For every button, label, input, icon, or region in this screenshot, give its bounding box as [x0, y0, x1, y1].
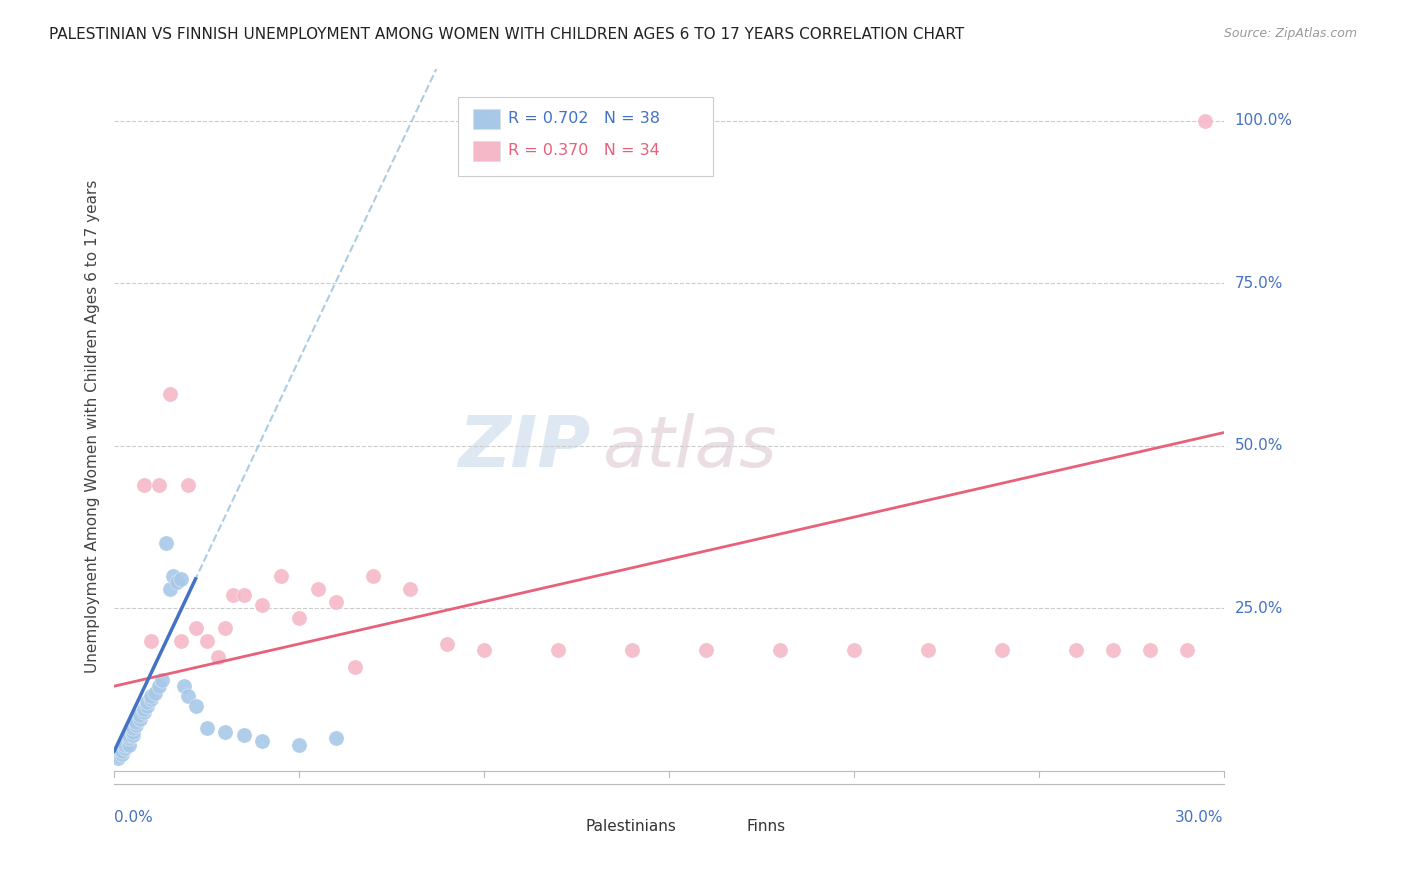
Point [232, 588, 254, 602]
Point [177, 477, 200, 491]
Point [232, 728, 254, 742]
FancyBboxPatch shape [558, 817, 581, 836]
Point [695, 643, 717, 657]
Point [162, 568, 184, 582]
Point [288, 611, 311, 625]
Point [129, 712, 152, 726]
Point [325, 594, 347, 608]
Point [343, 659, 366, 673]
Text: atlas: atlas [602, 413, 778, 482]
Point [991, 643, 1014, 657]
Point [177, 689, 200, 703]
Point [195, 633, 218, 648]
Point [184, 621, 207, 635]
Point [141, 692, 163, 706]
Text: 30.0%: 30.0% [1175, 810, 1223, 825]
Text: Palestinians: Palestinians [586, 819, 676, 834]
Point [159, 386, 181, 401]
FancyBboxPatch shape [458, 97, 713, 176]
Point [173, 679, 195, 693]
Point [399, 582, 422, 596]
Text: ZIP: ZIP [458, 413, 592, 482]
Point [270, 568, 292, 582]
Text: 75.0%: 75.0% [1234, 276, 1284, 291]
Point [155, 536, 177, 550]
Text: Source: ZipAtlas.com: Source: ZipAtlas.com [1223, 27, 1357, 40]
Point [842, 643, 865, 657]
Point [1175, 643, 1198, 657]
Point [141, 633, 163, 648]
Point [150, 673, 173, 687]
Text: 100.0%: 100.0% [1234, 113, 1292, 128]
Text: PALESTINIAN VS FINNISH UNEMPLOYMENT AMONG WOMEN WITH CHILDREN AGES 6 TO 17 YEARS: PALESTINIAN VS FINNISH UNEMPLOYMENT AMON… [49, 27, 965, 42]
Point [195, 722, 218, 736]
Point [143, 686, 166, 700]
Point [250, 598, 273, 612]
Point [121, 722, 143, 736]
Text: 25.0%: 25.0% [1234, 600, 1284, 615]
Point [917, 643, 939, 657]
Point [132, 477, 155, 491]
Point [125, 718, 148, 732]
Point [125, 714, 148, 729]
Text: R = 0.370   N = 34: R = 0.370 N = 34 [508, 144, 659, 158]
Text: 50.0%: 50.0% [1234, 438, 1284, 453]
Point [325, 731, 347, 746]
Point [472, 643, 495, 657]
Point [288, 738, 311, 752]
Point [1064, 643, 1087, 657]
FancyBboxPatch shape [472, 109, 501, 128]
Point [159, 582, 181, 596]
Point [214, 724, 236, 739]
Point [136, 695, 159, 709]
Text: Finns: Finns [747, 819, 786, 834]
Point [170, 633, 193, 648]
Point [214, 621, 236, 635]
Point [250, 734, 273, 748]
Point [118, 738, 141, 752]
Point [118, 731, 141, 746]
Point [221, 588, 243, 602]
Point [1139, 643, 1161, 657]
Text: 0.0%: 0.0% [114, 810, 153, 825]
Y-axis label: Unemployment Among Women with Children Ages 6 to 17 years: Unemployment Among Women with Children A… [86, 179, 100, 673]
Point [148, 477, 170, 491]
Point [132, 702, 155, 716]
Point [121, 728, 143, 742]
Point [110, 747, 132, 762]
Point [361, 568, 384, 582]
Point [307, 582, 329, 596]
Point [1194, 113, 1216, 128]
Point [207, 649, 229, 664]
Point [129, 708, 152, 723]
Point [132, 705, 155, 719]
Point [136, 698, 159, 713]
Point [114, 740, 136, 755]
Point [118, 728, 141, 742]
Point [436, 637, 458, 651]
FancyBboxPatch shape [718, 817, 741, 836]
Point [114, 738, 136, 752]
Point [547, 643, 569, 657]
Point [769, 643, 792, 657]
Point [166, 575, 188, 590]
Point [141, 689, 163, 703]
Point [1101, 643, 1123, 657]
Point [184, 698, 207, 713]
Text: R = 0.702   N = 38: R = 0.702 N = 38 [508, 112, 659, 126]
FancyBboxPatch shape [472, 141, 501, 161]
Point [107, 750, 129, 764]
Point [170, 572, 193, 586]
Point [110, 744, 132, 758]
Point [148, 679, 170, 693]
Point [620, 643, 643, 657]
Point [121, 724, 143, 739]
